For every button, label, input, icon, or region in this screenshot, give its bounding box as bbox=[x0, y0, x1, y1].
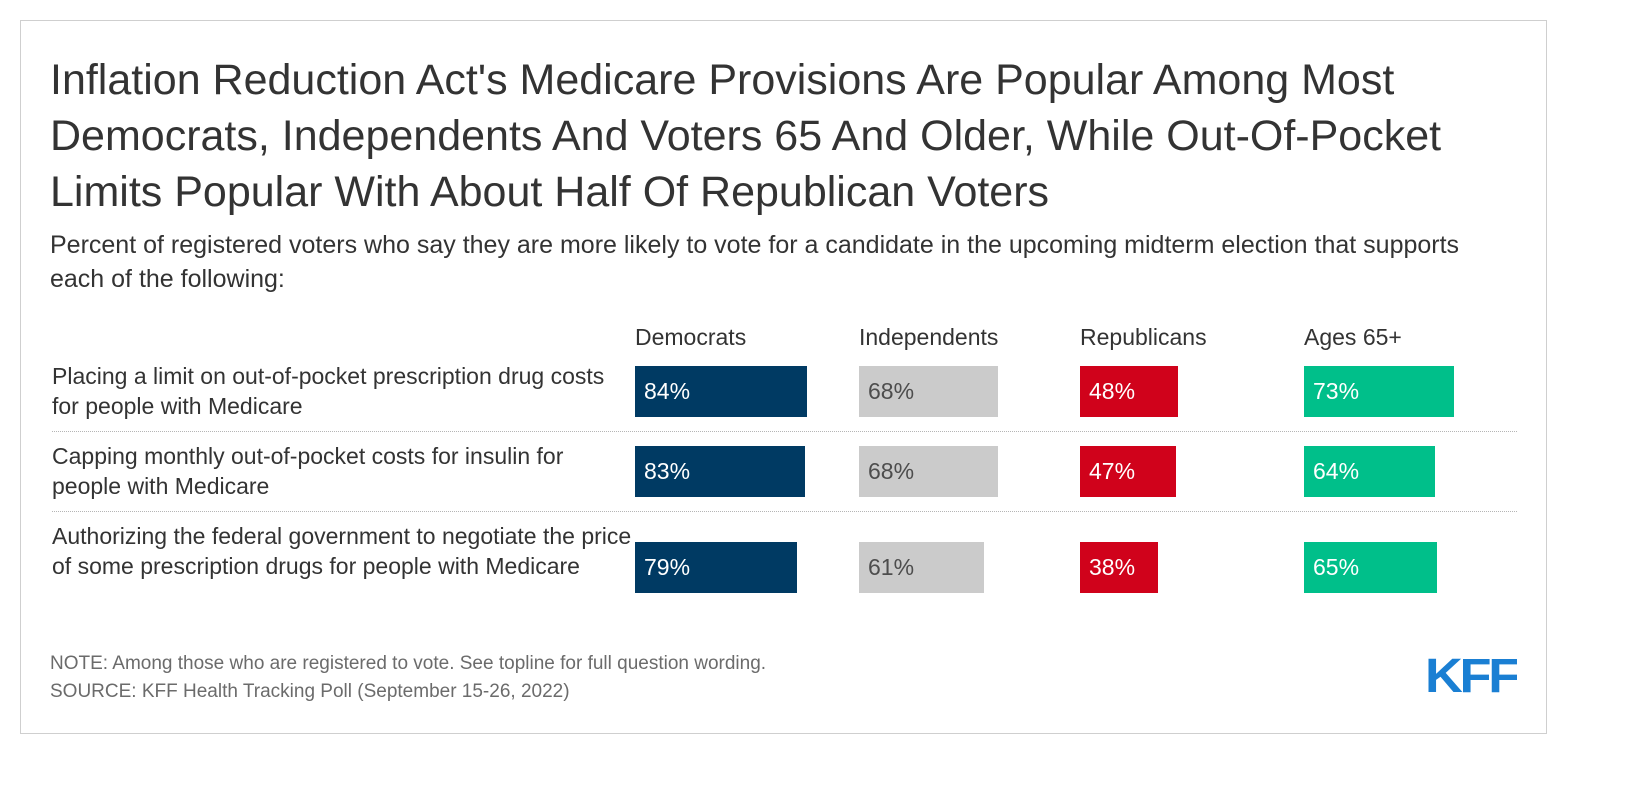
note-text: NOTE: Among those who are registered to … bbox=[50, 653, 767, 674]
bar-ages65: 73% bbox=[1304, 366, 1454, 417]
bar-ages65: 64% bbox=[1304, 446, 1435, 497]
column-header-ages65: Ages 65+ bbox=[1304, 324, 1402, 350]
bar-republicans: 48% bbox=[1080, 366, 1178, 417]
kff-logo-text: KFF bbox=[1425, 654, 1517, 694]
chart-title: Inflation Reduction Act's Medicare Provi… bbox=[50, 56, 1442, 216]
bar-independents: 68% bbox=[859, 446, 998, 497]
row-divider bbox=[52, 431, 1517, 432]
column-header-republicans: Republicans bbox=[1080, 324, 1207, 350]
bar-ages65: 65% bbox=[1304, 542, 1437, 593]
column-header-independents: Independents bbox=[859, 324, 999, 350]
bar-democrats: 79% bbox=[635, 542, 797, 593]
bar-republicans: 47% bbox=[1080, 446, 1176, 497]
column-header-democrats: Democrats bbox=[635, 324, 747, 350]
bar-democrats: 83% bbox=[635, 446, 805, 497]
source-text: SOURCE: KFF Health Tracking Poll (Septem… bbox=[50, 681, 570, 702]
bar-republicans: 38% bbox=[1080, 542, 1158, 593]
bar-independents: 68% bbox=[859, 366, 998, 417]
kff-logo: KFF bbox=[1425, 654, 1517, 694]
row-label: Placing a limit on out-of-pocket prescri… bbox=[52, 363, 605, 419]
row-label: Capping monthly out-of-pocket costs for … bbox=[52, 443, 564, 499]
row-divider bbox=[52, 511, 1517, 512]
bar-democrats: 84% bbox=[635, 366, 807, 417]
bar-independents: 61% bbox=[859, 542, 984, 593]
row-label: Authorizing the federal government to ne… bbox=[52, 523, 632, 579]
chart-subtitle: Percent of registered voters who say the… bbox=[50, 231, 1460, 293]
